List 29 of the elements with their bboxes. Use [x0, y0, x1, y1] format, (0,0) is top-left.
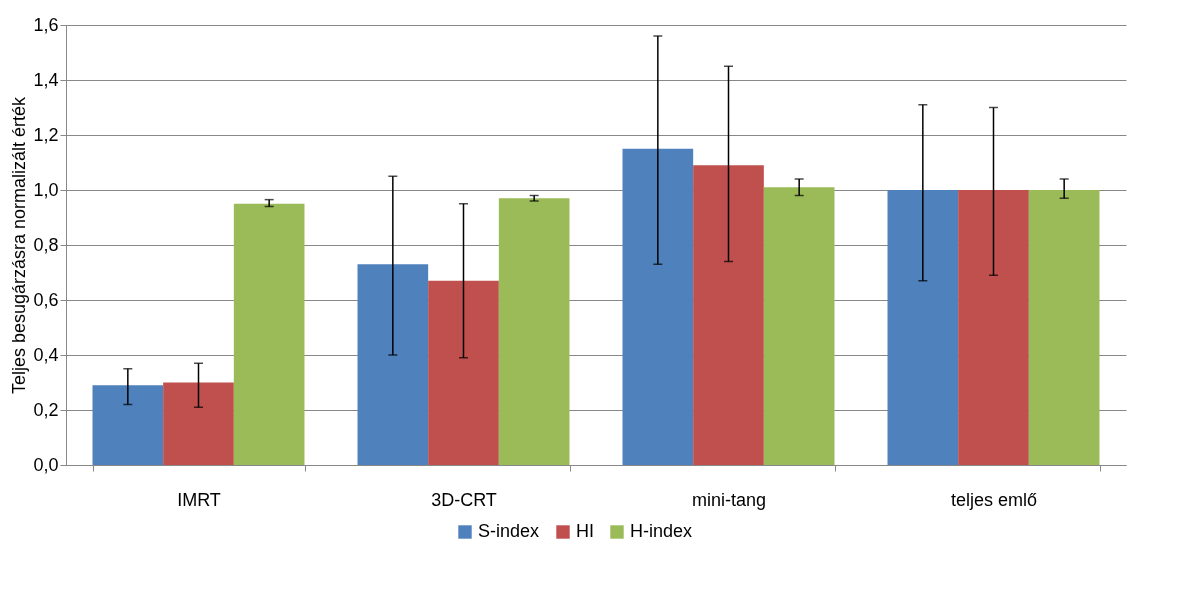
- legend-label: S-index: [478, 521, 540, 541]
- legend-label: HI: [576, 521, 594, 541]
- x-tick-label: mini-tang: [691, 489, 767, 510]
- y-tick-label: 0,2: [33, 399, 59, 420]
- bar: [357, 264, 429, 465]
- bar: [1028, 190, 1100, 465]
- legend-label: H-index: [630, 521, 693, 541]
- y-tick-label: 0,0: [33, 454, 59, 475]
- x-tick-label: 3D-CRT: [431, 489, 497, 510]
- bar: [763, 187, 835, 465]
- y-tick-label: 0,8: [33, 234, 59, 255]
- bar: [887, 190, 959, 465]
- y-tick-label: 1,6: [33, 14, 59, 35]
- bar: [958, 190, 1029, 465]
- bar: [428, 280, 499, 465]
- x-tick-label: IMRT: [177, 489, 221, 510]
- y-tick-label: 0,4: [33, 344, 59, 365]
- bar: [622, 148, 694, 465]
- bar: [498, 198, 570, 465]
- y-tick-label: 0,6: [33, 289, 59, 310]
- y-tick-label: 1,4: [33, 69, 59, 90]
- bar: [163, 382, 234, 465]
- x-tick-label: teljes emlő: [950, 489, 1038, 510]
- bar: [92, 385, 164, 465]
- y-axis-title: Teljes besugárzásra normalizált érték: [9, 95, 30, 395]
- bar: [693, 165, 764, 465]
- y-tick-label: 1,0: [33, 179, 59, 200]
- y-tick-label: 1,2: [33, 124, 59, 145]
- bar: [233, 203, 305, 465]
